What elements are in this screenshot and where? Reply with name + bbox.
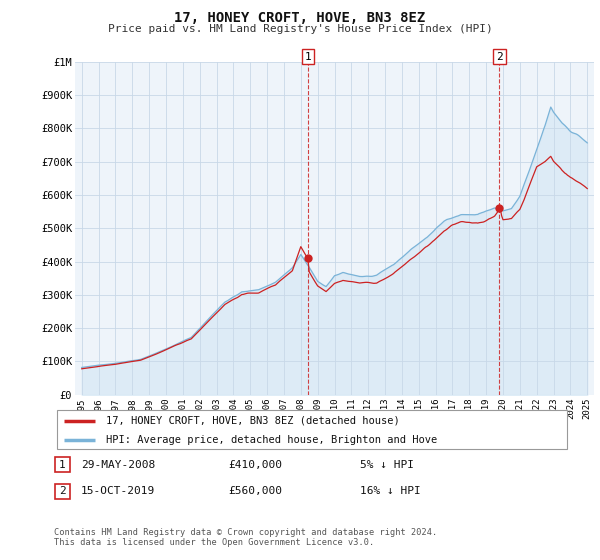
Text: 17, HONEY CROFT, HOVE, BN3 8EZ: 17, HONEY CROFT, HOVE, BN3 8EZ bbox=[175, 11, 425, 25]
Text: Price paid vs. HM Land Registry's House Price Index (HPI): Price paid vs. HM Land Registry's House … bbox=[107, 24, 493, 34]
Text: 1: 1 bbox=[59, 460, 66, 470]
FancyBboxPatch shape bbox=[55, 484, 70, 498]
Text: Contains HM Land Registry data © Crown copyright and database right 2024.
This d: Contains HM Land Registry data © Crown c… bbox=[54, 528, 437, 547]
FancyBboxPatch shape bbox=[56, 410, 568, 449]
Text: 29-MAY-2008: 29-MAY-2008 bbox=[81, 460, 155, 470]
Text: 2: 2 bbox=[496, 52, 503, 62]
Text: 17, HONEY CROFT, HOVE, BN3 8EZ (detached house): 17, HONEY CROFT, HOVE, BN3 8EZ (detached… bbox=[106, 416, 400, 426]
Text: 16% ↓ HPI: 16% ↓ HPI bbox=[360, 486, 421, 496]
Text: HPI: Average price, detached house, Brighton and Hove: HPI: Average price, detached house, Brig… bbox=[106, 435, 437, 445]
Text: £410,000: £410,000 bbox=[228, 460, 282, 470]
Text: 1: 1 bbox=[304, 52, 311, 62]
Text: 15-OCT-2019: 15-OCT-2019 bbox=[81, 486, 155, 496]
FancyBboxPatch shape bbox=[55, 457, 70, 473]
Text: £560,000: £560,000 bbox=[228, 486, 282, 496]
Text: 2: 2 bbox=[59, 486, 66, 496]
Text: 5% ↓ HPI: 5% ↓ HPI bbox=[360, 460, 414, 470]
